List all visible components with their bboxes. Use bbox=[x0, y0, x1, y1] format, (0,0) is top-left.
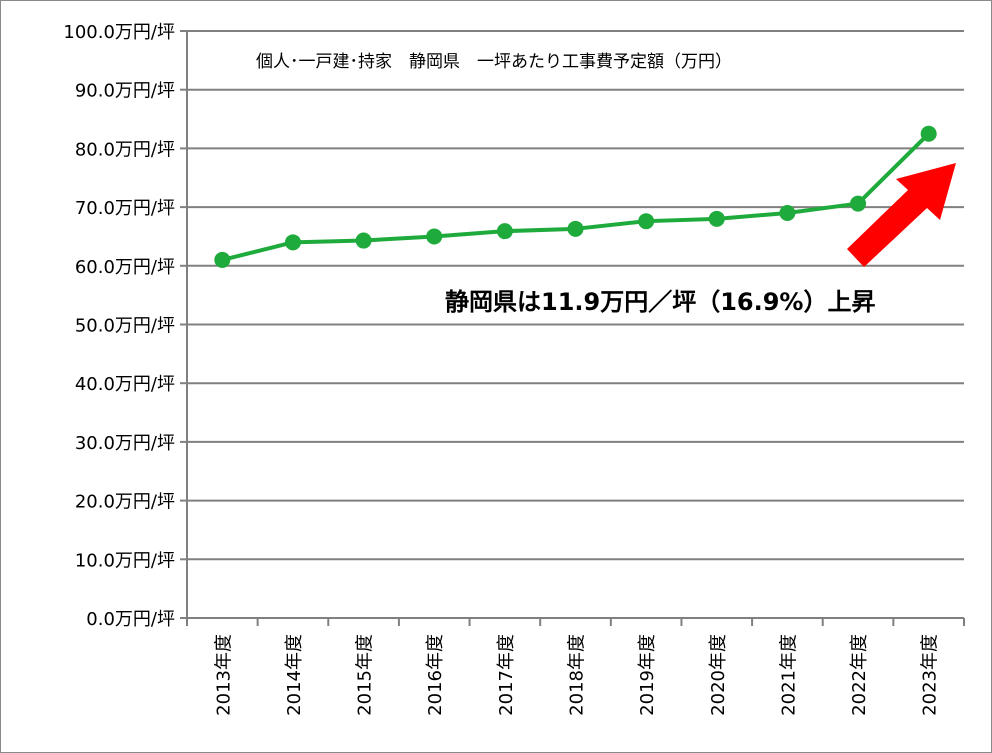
data-point bbox=[567, 220, 584, 237]
data-point bbox=[355, 232, 372, 249]
data-point bbox=[496, 223, 513, 240]
data-point bbox=[779, 204, 796, 221]
x-tick-label: 2015年度 bbox=[355, 634, 376, 716]
x-tick-label: 2014年度 bbox=[284, 634, 305, 716]
x-tick-label: 2017年度 bbox=[496, 634, 517, 716]
data-point bbox=[284, 234, 301, 251]
red-arrow-icon bbox=[847, 163, 956, 267]
data-point bbox=[214, 251, 231, 268]
x-tick-label: 2019年度 bbox=[637, 634, 658, 716]
y-axis: 0.0万円/坪 10.0万円/坪 20.0万円/坪 30.0万円/坪 40.0万円/坪 5… bbox=[63, 22, 188, 630]
y-tick-label: 10.0万円/坪 bbox=[75, 550, 175, 571]
data-point bbox=[426, 228, 443, 245]
x-tick-label: 2018年度 bbox=[567, 634, 588, 716]
x-tick-label: 2013年度 bbox=[213, 634, 234, 716]
y-tick-label: 100.0万円/坪 bbox=[63, 22, 175, 43]
y-tick-label: 20.0万円/坪 bbox=[75, 492, 175, 513]
y-tick-label: 60.0万円/坪 bbox=[75, 257, 175, 278]
y-tick-label: 50.0万円/坪 bbox=[75, 316, 175, 337]
series bbox=[214, 125, 937, 268]
x-tick-label: 2016年度 bbox=[425, 634, 446, 716]
gridlines bbox=[187, 30, 964, 561]
x-tick-label: 2020年度 bbox=[708, 634, 729, 716]
chart-title: 個人･一戸建･持家 静岡県 一坪あたり工事費予定額（万円） bbox=[256, 52, 732, 72]
data-point bbox=[708, 210, 725, 227]
arrow-shape bbox=[847, 163, 956, 267]
annotation: 静岡県は11.9万円／坪（16.9%）上昇 bbox=[445, 288, 875, 316]
y-tick-label: 80.0万円/坪 bbox=[75, 139, 175, 160]
y-tick-label: 30.0万円/坪 bbox=[75, 433, 175, 454]
y-tick-label: 90.0万円/坪 bbox=[75, 81, 175, 102]
data-point bbox=[850, 195, 867, 212]
x-tick-label: 2021年度 bbox=[778, 634, 799, 716]
x-tick-label: 2023年度 bbox=[920, 634, 941, 716]
series-line bbox=[221, 132, 931, 262]
data-point bbox=[638, 213, 655, 230]
y-tick-label: 40.0万円/坪 bbox=[75, 374, 175, 395]
data-point bbox=[920, 125, 937, 142]
y-tick-label: 0.0万円/坪 bbox=[86, 609, 175, 630]
x-axis: 2013年度 2014年度 2015年度 2016年度 2017年度 2018年度 2019… bbox=[186, 617, 965, 716]
y-tick-label: 70.0万円/坪 bbox=[75, 198, 175, 219]
x-tick-label: 2022年度 bbox=[849, 634, 870, 716]
